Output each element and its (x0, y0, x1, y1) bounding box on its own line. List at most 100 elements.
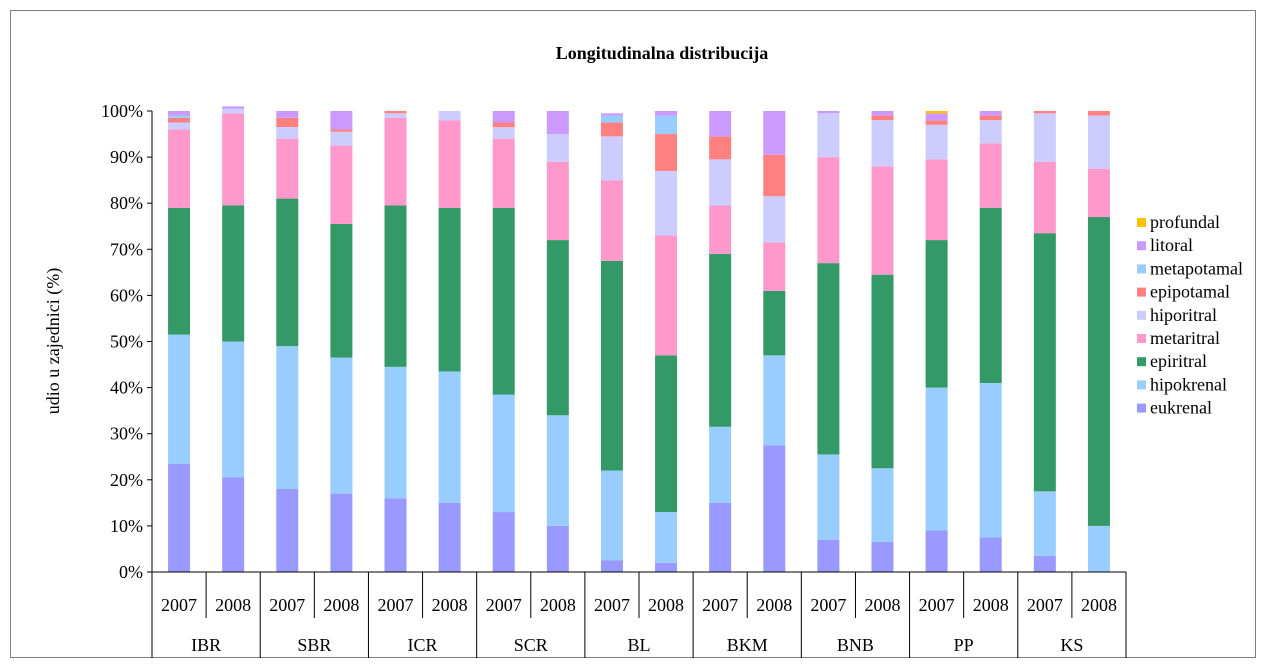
bar-segment-epiritral-0 (168, 207, 191, 335)
bar-segment-eukrenal-11 (763, 445, 786, 572)
bar-segment-epiritral-9 (655, 355, 678, 513)
bar-segment-hipokrenal-0 (168, 334, 191, 464)
bar-segment-hiporitral-12 (817, 113, 840, 158)
x-tick-label-group: SBR (297, 635, 331, 655)
y-tick-label: 10% (110, 516, 143, 536)
bar-segment-litoral-3 (330, 111, 353, 130)
bar-segment-eukrenal-0 (168, 463, 191, 572)
x-tick-label-year: 2007 (161, 595, 197, 615)
bar-segment-hipokrenal-1 (222, 341, 245, 478)
legend-swatch-eukrenal (1137, 403, 1146, 413)
x-tick-label-year: 2008 (215, 595, 251, 615)
bar-segment-epipotamal-17 (1087, 111, 1110, 116)
x-tick-label-group: ICR (408, 635, 438, 655)
y-axis-label: udio u zajednici (%) (43, 268, 64, 414)
bar-segment-litoral-11 (763, 111, 786, 155)
y-tick-label: 30% (110, 424, 143, 444)
legend-swatch-hipokrenal (1137, 380, 1146, 390)
x-tick-label-year: 2008 (323, 595, 359, 615)
bar-segment-hiporitral-16 (1033, 113, 1056, 162)
axes-layer: 0% 10% 20% 30% 40% 50% 60% 70% 80% 90% 100% 2007 200… (101, 101, 1127, 658)
bar-segment-hipokrenal-5 (438, 371, 461, 503)
bar-segment-epipotamal-11 (763, 154, 786, 197)
legend-swatch-litoral (1137, 241, 1146, 251)
bar-segment-metaritral-17 (1087, 168, 1110, 218)
bar-segment-epiritral-17 (1087, 217, 1110, 526)
bar-segment-eukrenal-7 (546, 525, 569, 572)
x-tick-label-year: 2007 (269, 595, 305, 615)
bar-segment-epiritral-5 (438, 207, 461, 372)
bar-segment-epipotamal-15 (979, 115, 1002, 121)
bar-segment-litoral-6 (492, 111, 515, 123)
x-tick-label-year: 2008 (973, 595, 1009, 615)
y-tick-label: 70% (110, 239, 143, 259)
x-tick-label-year: 2007 (1027, 595, 1063, 615)
x-tick-label-group: IBR (191, 635, 221, 655)
bar-segment-epiritral-13 (871, 274, 894, 469)
x-tick-label-year: 2007 (486, 595, 522, 615)
x-tick-label-year: 2008 (1081, 595, 1117, 615)
bar-segment-hipokrenal-12 (817, 454, 840, 540)
bar-segment-hiporitral-3 (330, 131, 353, 146)
legend-swatch-metapotamal (1137, 264, 1146, 274)
bar-segment-hiporitral-7 (546, 134, 569, 162)
legend-label-metaritral: metaritral (1150, 328, 1220, 348)
bar-segment-eukrenal-2 (276, 489, 299, 572)
legend-label-hipokrenal: hipokrenal (1150, 374, 1227, 394)
bar-segment-metaritral-10 (709, 205, 732, 254)
bar-segment-eukrenal-10 (709, 502, 732, 572)
bar-segment-litoral-1 (222, 106, 245, 109)
bar-segment-hiporitral-8 (600, 136, 623, 181)
bar-segment-epiritral-10 (709, 253, 732, 427)
legend-swatch-hiporitral (1137, 310, 1146, 320)
bar-segment-hipokrenal-4 (384, 366, 407, 499)
bar-segment-hiporitral-10 (709, 159, 732, 206)
bar-segment-eukrenal-14 (925, 530, 948, 572)
bar-segment-hiporitral-1 (222, 108, 245, 114)
x-tick-label-year: 2008 (865, 595, 901, 615)
y-tick-label: 90% (110, 147, 143, 167)
bar-segment-hiporitral-9 (655, 170, 678, 236)
bar-segment-metaritral-8 (600, 180, 623, 261)
bar-segment-metaritral-1 (222, 113, 245, 206)
bar-segment-hipokrenal-9 (655, 512, 678, 563)
bar-segment-hipokrenal-2 (276, 346, 299, 490)
legend: profundal litoral metapotamal epipotamal hip… (1137, 212, 1243, 418)
bar-segment-hiporitral-11 (763, 196, 786, 243)
x-tick-label-group: BNB (837, 635, 874, 655)
bar-segment-profundal-14 (925, 111, 948, 114)
bar-segment-metaritral-12 (817, 157, 840, 264)
bar-segment-eukrenal-6 (492, 512, 515, 572)
x-tick-label-group: SCR (514, 635, 548, 655)
x-tick-label-year: 2007 (810, 595, 846, 615)
x-tick-label-year: 2007 (702, 595, 738, 615)
bar-segment-epiritral-15 (979, 207, 1002, 383)
bar-segment-hipokrenal-17 (1087, 525, 1110, 572)
bar-segment-hiporitral-4 (384, 113, 407, 118)
bar-segment-eukrenal-13 (871, 542, 894, 572)
y-tick-label: 40% (110, 378, 143, 398)
bar-segment-epiritral-3 (330, 223, 353, 358)
y-tick-label: 20% (110, 470, 143, 490)
bar-segment-hipokrenal-11 (763, 355, 786, 446)
bar-segment-hiporitral-0 (168, 122, 191, 130)
bar-segment-hiporitral-15 (979, 120, 1002, 144)
bar-segment-hipokrenal-10 (709, 426, 732, 503)
x-tick-label-year: 2007 (594, 595, 630, 615)
bar-segment-hipokrenal-13 (871, 468, 894, 543)
bar-segment-epiritral-16 (1033, 233, 1056, 492)
legend-label-litoral: litoral (1150, 235, 1193, 255)
bar-segment-epipotamal-14 (925, 120, 948, 125)
legend-label-profundal: profundal (1150, 212, 1220, 232)
x-tick-label-year: 2007 (919, 595, 955, 615)
bar-segment-hipokrenal-8 (600, 470, 623, 561)
bar-segment-epipotamal-6 (492, 122, 515, 128)
bar-segment-metaritral-0 (168, 129, 191, 208)
bar-segment-metapotamal-9 (655, 115, 678, 135)
x-tick-label-year: 2008 (540, 595, 576, 615)
bar-segment-eukrenal-16 (1033, 555, 1056, 572)
bar-segment-litoral-8 (600, 113, 623, 116)
bar-segment-hiporitral-2 (276, 127, 299, 139)
bar-segment-litoral-0 (168, 111, 191, 116)
